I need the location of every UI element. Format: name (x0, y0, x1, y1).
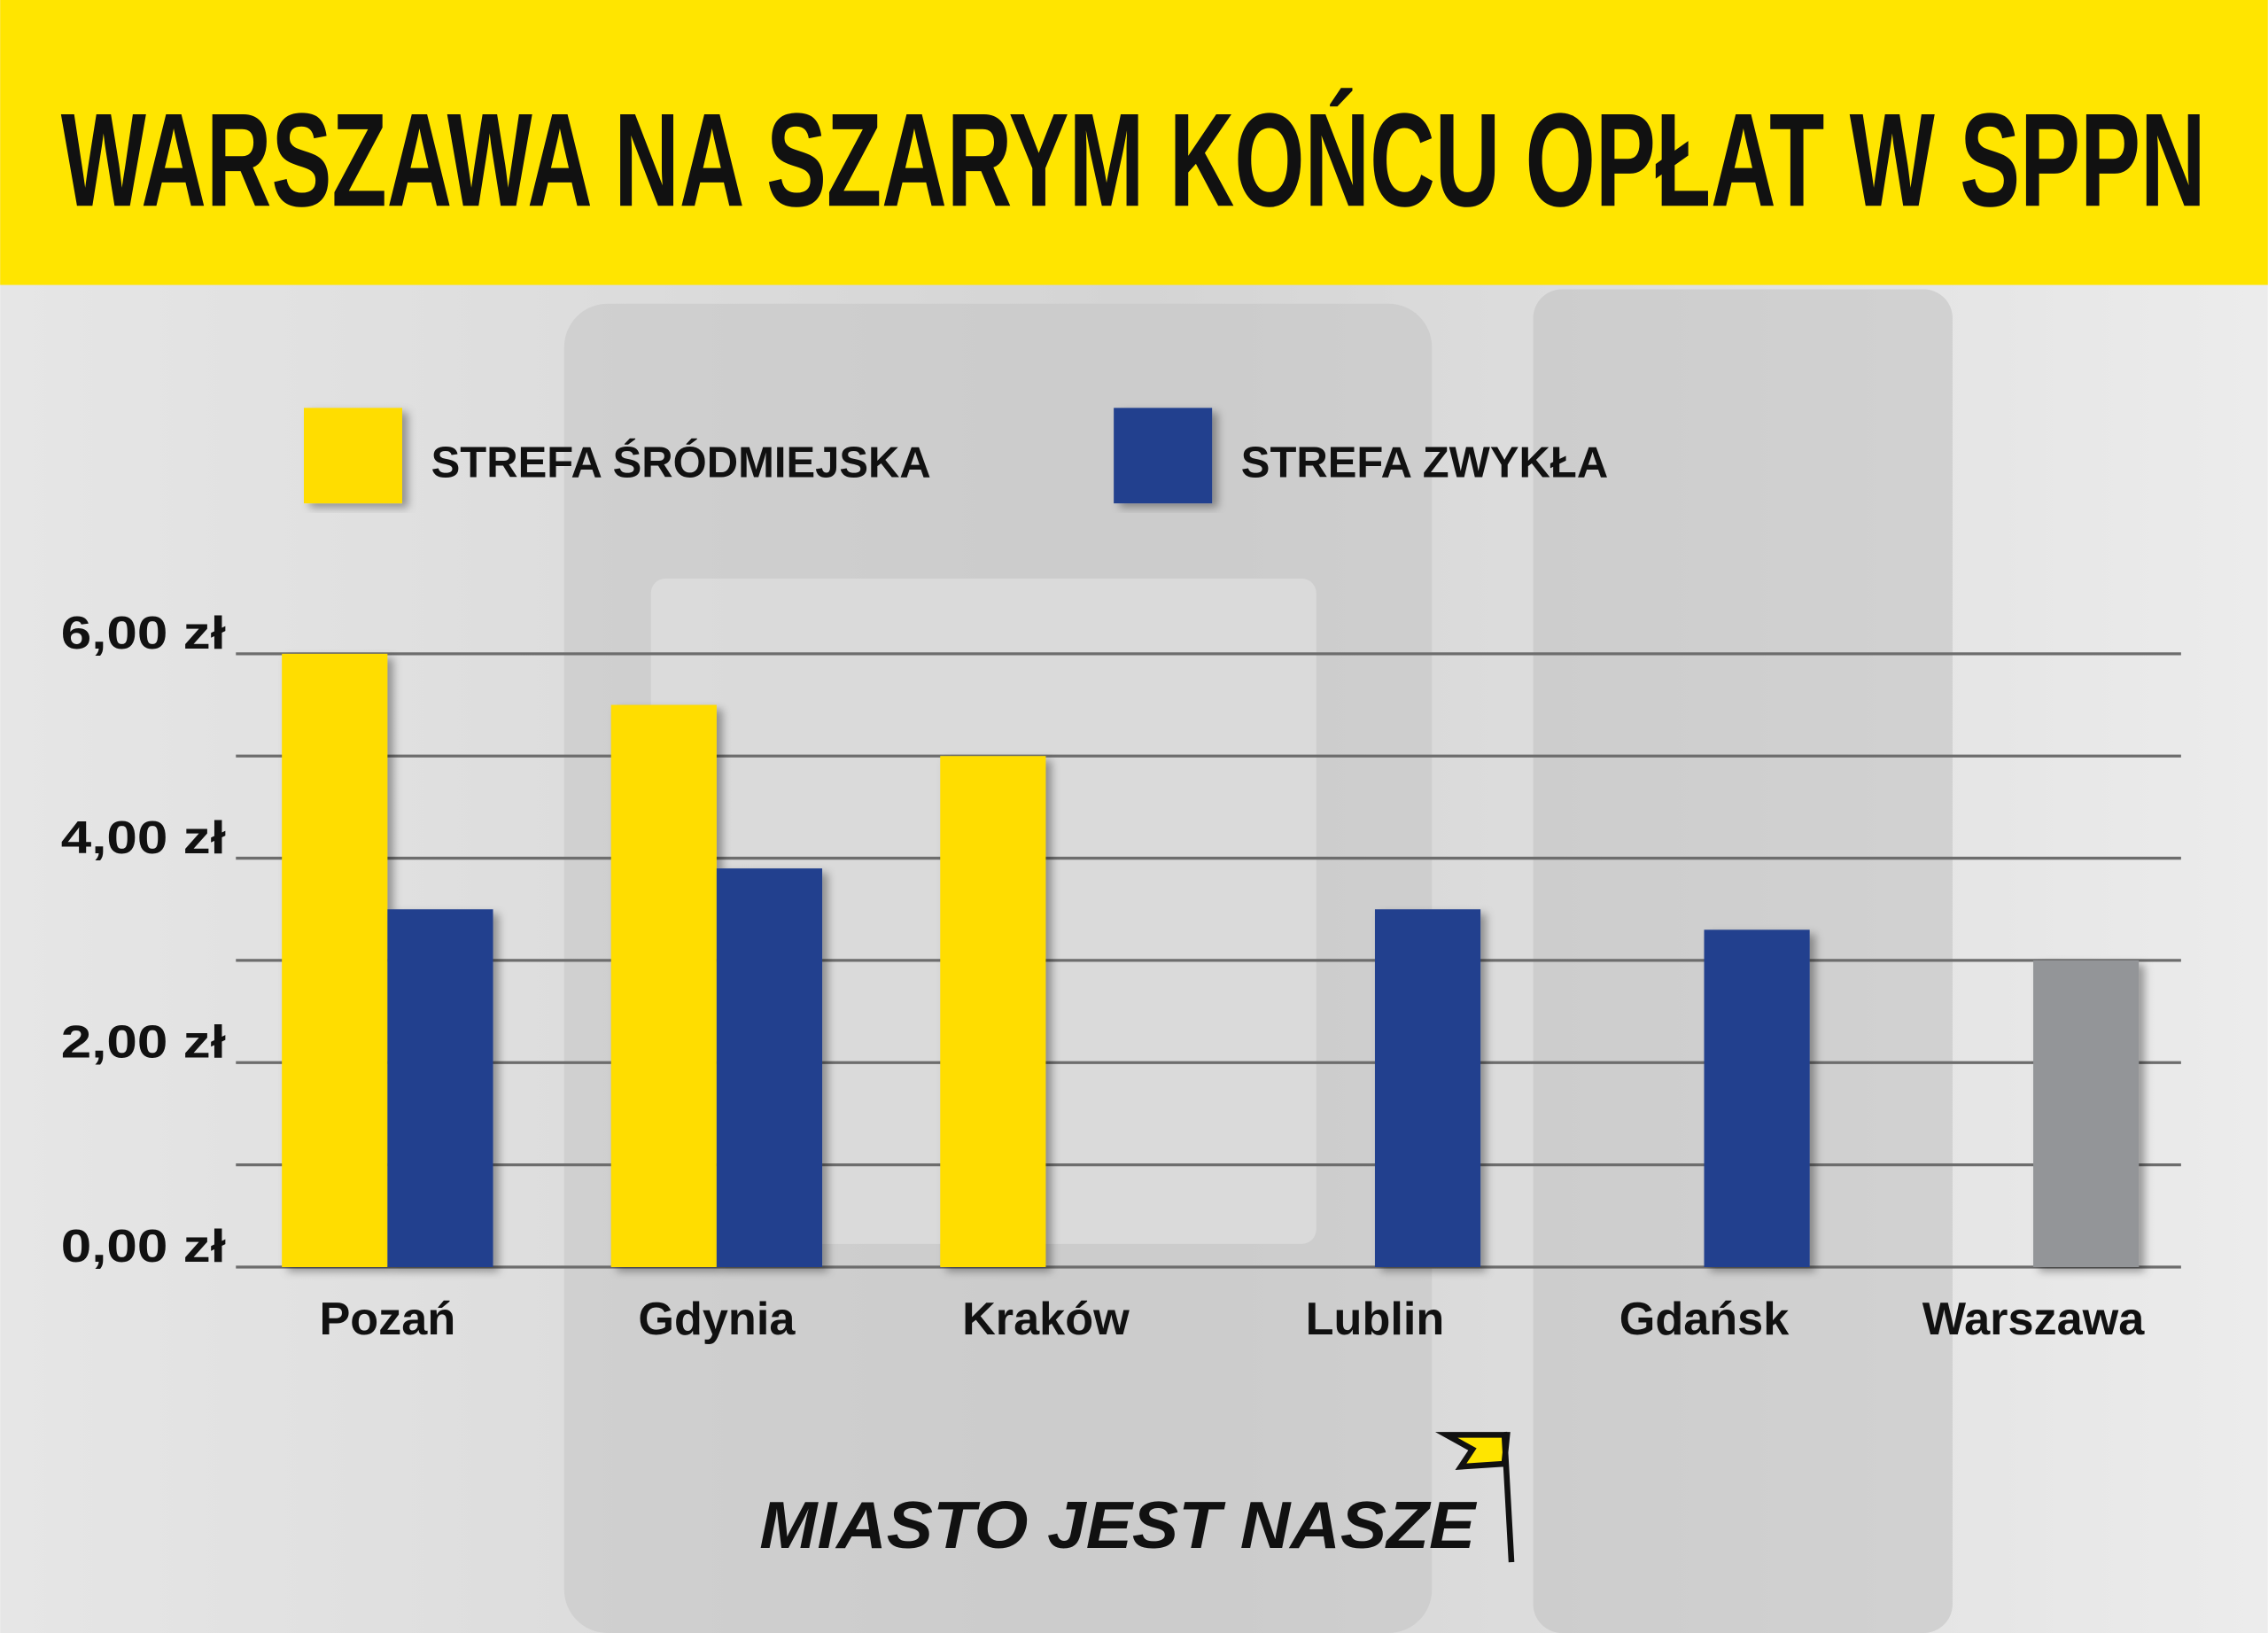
bar (1374, 909, 1481, 1267)
x-tick-label: Gdynia (638, 1294, 796, 1345)
bar (387, 909, 493, 1267)
bar (2033, 960, 2140, 1267)
bar (282, 653, 388, 1267)
bar (610, 704, 717, 1267)
y-tick-label: 2,00 zł (61, 1016, 227, 1068)
y-tick-label: 4,00 zł (61, 813, 227, 864)
legend-swatch (1114, 408, 1213, 504)
bar (716, 868, 823, 1267)
legend-swatch (303, 408, 402, 504)
y-tick-label: 6,00 zł (61, 608, 227, 659)
chart-title: WARSZAWA NA SZARYM KOŃCU OPŁAT W SPPN (61, 85, 2206, 234)
x-tick-label: Kraków (962, 1294, 1130, 1345)
y-tick-label: 0,00 zł (61, 1221, 227, 1272)
legend-label: STREFA ZWYKŁA (1241, 439, 1608, 487)
logo-text: MIASTO JEST NASZE (759, 1488, 1477, 1562)
bar (1704, 929, 1810, 1267)
logo-flag (1435, 1431, 1515, 1563)
bar (940, 756, 1046, 1267)
logo: MIASTO JEST NASZE (759, 1431, 1515, 1563)
legend-label: STREFA ŚRÓDMIEJSKA (431, 439, 931, 487)
x-tick-label: Lublin (1306, 1294, 1445, 1345)
x-tick-label: Pozań (319, 1294, 455, 1345)
x-tick-label: Warszawa (1922, 1294, 2146, 1345)
x-tick-label: Gdańsk (1619, 1294, 1790, 1345)
header-band (0, 0, 2268, 285)
